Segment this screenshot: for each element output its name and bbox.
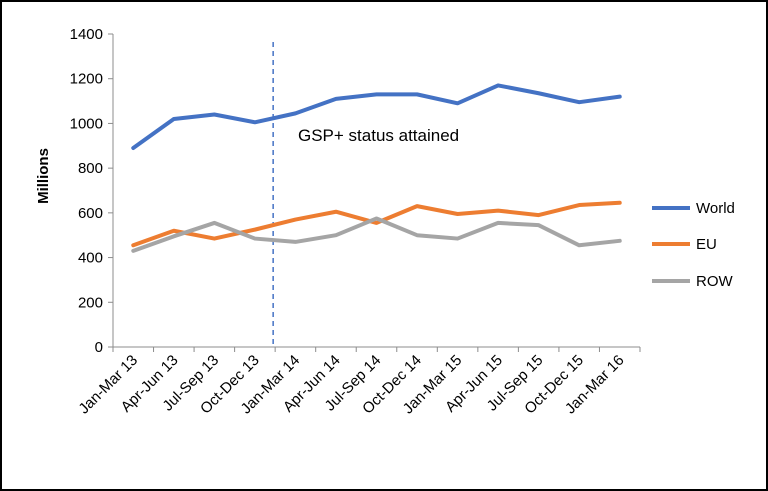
data-point-row <box>537 223 541 227</box>
data-point-world <box>415 92 419 96</box>
legend-label-eu: EU <box>696 236 717 253</box>
data-point-row <box>496 221 500 225</box>
data-point-eu <box>131 243 135 247</box>
y-tick-label: 1200 <box>70 71 103 88</box>
data-point-world <box>496 83 500 87</box>
data-point-row <box>131 249 135 253</box>
data-point-eu <box>577 203 581 207</box>
gsp-status-annotation: GSP+ status attained <box>298 126 459 145</box>
data-point-eu <box>375 221 379 225</box>
data-point-row <box>577 243 581 247</box>
data-point-world <box>131 146 135 150</box>
data-point-row <box>212 221 216 225</box>
data-point-world <box>293 111 297 115</box>
data-point-world <box>577 100 581 104</box>
data-point-row <box>172 234 176 238</box>
legend-label-row: ROW <box>696 273 734 290</box>
data-point-row <box>293 240 297 244</box>
legend-label-world: World <box>696 200 735 217</box>
data-point-row <box>456 237 460 241</box>
data-point-row <box>415 233 419 237</box>
data-point-row <box>618 239 622 243</box>
data-point-world <box>618 95 622 99</box>
data-point-eu <box>415 204 419 208</box>
data-point-eu <box>172 229 176 233</box>
series-lines <box>131 83 622 253</box>
series-line-world <box>131 83 622 151</box>
data-point-world <box>253 120 257 124</box>
legend: World EU ROW <box>652 200 735 290</box>
data-point-row <box>375 216 379 220</box>
data-point-world <box>172 117 176 121</box>
data-point-world <box>334 97 338 101</box>
data-point-row <box>253 237 257 241</box>
y-tick-label: 800 <box>78 160 103 177</box>
data-point-eu <box>212 237 216 241</box>
data-point-world <box>456 101 460 105</box>
y-tick-label: 1400 <box>70 26 103 43</box>
y-tick-label: 400 <box>78 250 103 267</box>
data-point-eu <box>293 218 297 222</box>
series-line-row <box>131 216 622 253</box>
data-point-world <box>375 92 379 96</box>
y-tick-label: 600 <box>78 205 103 222</box>
data-point-eu <box>334 210 338 214</box>
data-point-world <box>537 91 541 95</box>
data-point-eu <box>496 209 500 213</box>
data-point-row <box>334 233 338 237</box>
data-point-eu <box>618 201 622 205</box>
y-tick-label: 200 <box>78 294 103 311</box>
y-tick-label: 1000 <box>70 115 103 132</box>
data-point-world <box>212 112 216 116</box>
data-point-eu <box>537 213 541 217</box>
series-line-eu <box>131 200 622 248</box>
data-point-eu <box>456 212 460 216</box>
y-axis-ticks: 0 200 400 600 800 1000 1200 1400 <box>70 26 113 356</box>
data-point-eu <box>253 228 257 232</box>
y-tick-label: 0 <box>95 339 103 356</box>
y-axis-label: Millions <box>35 148 52 204</box>
